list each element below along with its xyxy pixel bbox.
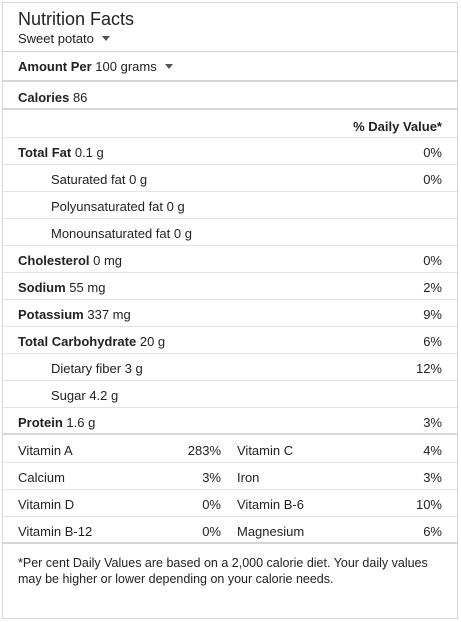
nutrient-name: Saturated fat — [51, 172, 126, 187]
vitamin-name: Vitamin B-6 — [237, 497, 304, 512]
nutrient-label-group: Monounsaturated fat 0 g — [51, 226, 192, 241]
nutrient-name: Cholesterol — [18, 253, 90, 268]
vitamin-name: Vitamin C — [237, 443, 294, 458]
nutrient-amount: 337 mg — [87, 307, 131, 322]
vitamin-row: Vitamin B-12 0% Magnesium 6% — [3, 517, 457, 544]
daily-value-header-row: % Daily Value* — [3, 110, 457, 138]
nutrient-row: Monounsaturated fat 0 g — [3, 219, 457, 246]
nutrient-label-group: Saturated fat 0 g — [51, 172, 147, 187]
nutrient-row: Protein 1.6 g 3% — [3, 408, 457, 435]
nutrition-header: Nutrition Facts Sweet potato — [3, 3, 457, 52]
nutrient-amount: 55 mg — [69, 280, 106, 295]
nutrient-label-group: Potassium 337 mg — [18, 307, 131, 322]
nutrient-label-group: Sugar 4.2 g — [51, 388, 118, 403]
nutrient-daily-value: 9% — [423, 307, 442, 322]
nutrient-row: Saturated fat 0 g 0% — [3, 165, 457, 192]
vitamin-daily-value: 3% — [202, 470, 221, 485]
nutrient-amount: 20 g — [139, 334, 166, 349]
nutrient-daily-value: 3% — [423, 415, 442, 430]
nutrient-amount: 0 g — [166, 199, 185, 214]
nutrient-row: Total Carbohydrate 20 g 6% — [3, 327, 457, 354]
chevron-down-icon — [164, 64, 173, 69]
nutrient-daily-value: 0% — [423, 253, 442, 268]
vitamin-daily-value: 4% — [423, 443, 442, 458]
nutrient-row: Sodium 55 mg 2% — [3, 273, 457, 300]
nutrient-label-group: Total Fat 0.1 g — [18, 145, 104, 160]
nutrient-amount: 0 g — [129, 172, 148, 187]
nutrient-amount: 0 g — [173, 226, 192, 241]
vitamin-daily-value: 0% — [202, 497, 221, 512]
nutrient-amount: 4.2 g — [89, 388, 119, 403]
daily-value-header: % Daily Value* — [353, 119, 442, 134]
vitamin-daily-value: 6% — [423, 524, 442, 539]
nutrient-daily-value: 0% — [423, 172, 442, 187]
nutrient-name: Protein — [18, 415, 63, 430]
vitamin-name: Vitamin D — [18, 497, 75, 512]
calories-label: Calories — [18, 90, 70, 105]
vitamin-name: Magnesium — [237, 524, 305, 539]
nutrient-daily-value: 6% — [423, 334, 442, 349]
vitamin-name: Vitamin B-12 — [18, 524, 93, 539]
vitamin-row: Calcium 3% Iron 3% — [3, 463, 457, 490]
vitamin-daily-value: 0% — [202, 524, 221, 539]
nutrient-label-group: Polyunsaturated fat 0 g — [51, 199, 185, 214]
nutrient-name: Total Fat — [18, 145, 72, 160]
nutrient-daily-value: 2% — [423, 280, 442, 295]
vitamin-daily-value: 283% — [187, 443, 221, 458]
nutrient-amount: 1.6 g — [66, 415, 96, 430]
calories-row: Calories 86 — [3, 82, 457, 110]
vitamin-name: Iron — [237, 470, 260, 485]
nutrient-label-group: Sodium 55 mg — [18, 280, 105, 295]
nutrient-row: Cholesterol 0 mg 0% — [3, 246, 457, 273]
calories-value: 86 — [72, 90, 88, 105]
nutrient-daily-value: 12% — [415, 361, 442, 376]
nutrient-row: Potassium 337 mg 9% — [3, 300, 457, 327]
nutrient-name: Dietary fiber — [51, 361, 122, 376]
nutrient-label-group: Protein 1.6 g — [18, 415, 95, 430]
nutrient-name: Potassium — [18, 307, 84, 322]
serving-size-selector[interactable]: Amount Per 100 grams — [18, 59, 173, 74]
nutrient-name: Sodium — [18, 280, 66, 295]
food-selector[interactable]: Sweet potato — [18, 31, 110, 46]
nutrient-amount: 0 mg — [93, 253, 123, 268]
nutrient-name: Polyunsaturated fat — [51, 199, 164, 214]
food-name: Sweet potato — [18, 31, 94, 46]
vitamin-daily-value: 3% — [423, 470, 442, 485]
chevron-down-icon — [101, 36, 110, 41]
nutrient-row: Polyunsaturated fat 0 g — [3, 192, 457, 219]
nutrient-label-group: Total Carbohydrate 20 g — [18, 334, 165, 349]
vitamin-row: Vitamin A 283% Vitamin C 4% — [3, 436, 457, 463]
amount-row: Amount Per 100 grams — [3, 51, 457, 82]
vitamin-row: Vitamin D 0% Vitamin B-6 10% — [3, 490, 457, 517]
nutrient-label-group: Cholesterol 0 mg — [18, 253, 122, 268]
nutrient-name: Sugar — [51, 388, 86, 403]
nutrient-daily-value: 0% — [423, 145, 442, 160]
nutrient-name: Monounsaturated fat — [51, 226, 171, 241]
amount-value: 100 grams — [95, 59, 157, 74]
nutrient-amount: 0.1 g — [74, 145, 104, 160]
footnote: *Per cent Daily Values are based on a 2,… — [18, 556, 428, 586]
vitamin-name: Vitamin A — [18, 443, 73, 458]
nutrient-row: Dietary fiber 3 g 12% — [3, 354, 457, 381]
nutrient-name: Total Carbohydrate — [18, 334, 137, 349]
amount-label: Amount Per — [18, 59, 92, 74]
vitamin-daily-value: 10% — [415, 497, 442, 512]
nutrient-amount: 3 g — [124, 361, 143, 376]
nutrient-row: Total Fat 0.1 g 0% — [3, 138, 457, 165]
nutrient-row: Sugar 4.2 g — [3, 381, 457, 408]
nutrient-label-group: Dietary fiber 3 g — [51, 361, 143, 376]
vitamin-name: Calcium — [18, 470, 65, 485]
nutrition-title: Nutrition Facts — [18, 9, 135, 29]
